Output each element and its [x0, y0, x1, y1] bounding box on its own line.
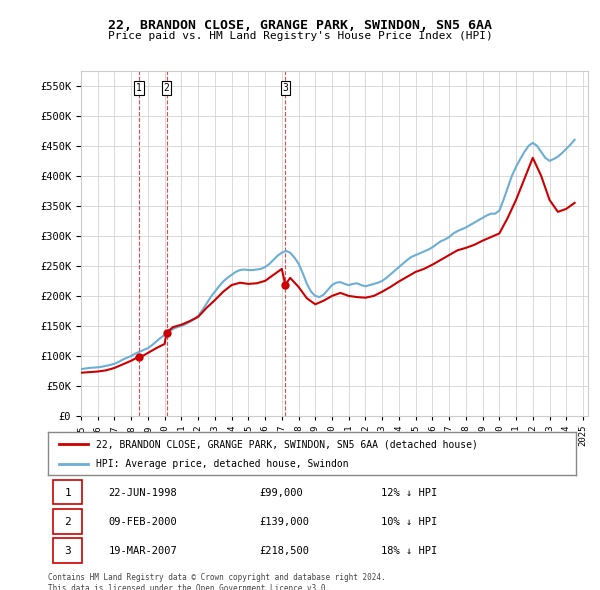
- Text: 3: 3: [64, 546, 71, 556]
- Text: 2: 2: [64, 517, 71, 527]
- Text: 22-JUN-1998: 22-JUN-1998: [109, 487, 178, 497]
- Text: 18% ↓ HPI: 18% ↓ HPI: [380, 546, 437, 556]
- Text: 10% ↓ HPI: 10% ↓ HPI: [380, 517, 437, 527]
- Text: 2: 2: [164, 83, 169, 93]
- FancyBboxPatch shape: [53, 509, 82, 534]
- FancyBboxPatch shape: [53, 480, 82, 504]
- Text: Price paid vs. HM Land Registry's House Price Index (HPI): Price paid vs. HM Land Registry's House …: [107, 31, 493, 41]
- Text: 1: 1: [64, 487, 71, 497]
- Text: 12% ↓ HPI: 12% ↓ HPI: [380, 487, 437, 497]
- Text: 22, BRANDON CLOSE, GRANGE PARK, SWINDON, SN5 6AA: 22, BRANDON CLOSE, GRANGE PARK, SWINDON,…: [108, 19, 492, 32]
- Text: HPI: Average price, detached house, Swindon: HPI: Average price, detached house, Swin…: [95, 460, 348, 469]
- Text: 3: 3: [283, 83, 288, 93]
- Text: £139,000: £139,000: [259, 517, 309, 527]
- Text: 22, BRANDON CLOSE, GRANGE PARK, SWINDON, SN5 6AA (detached house): 22, BRANDON CLOSE, GRANGE PARK, SWINDON,…: [95, 440, 478, 450]
- Text: 09-FEB-2000: 09-FEB-2000: [109, 517, 178, 527]
- Text: Contains HM Land Registry data © Crown copyright and database right 2024.
This d: Contains HM Land Registry data © Crown c…: [48, 573, 386, 590]
- Text: 1: 1: [136, 83, 142, 93]
- Text: £218,500: £218,500: [259, 546, 309, 556]
- Text: £99,000: £99,000: [259, 487, 303, 497]
- Text: 19-MAR-2007: 19-MAR-2007: [109, 546, 178, 556]
- FancyBboxPatch shape: [53, 538, 82, 563]
